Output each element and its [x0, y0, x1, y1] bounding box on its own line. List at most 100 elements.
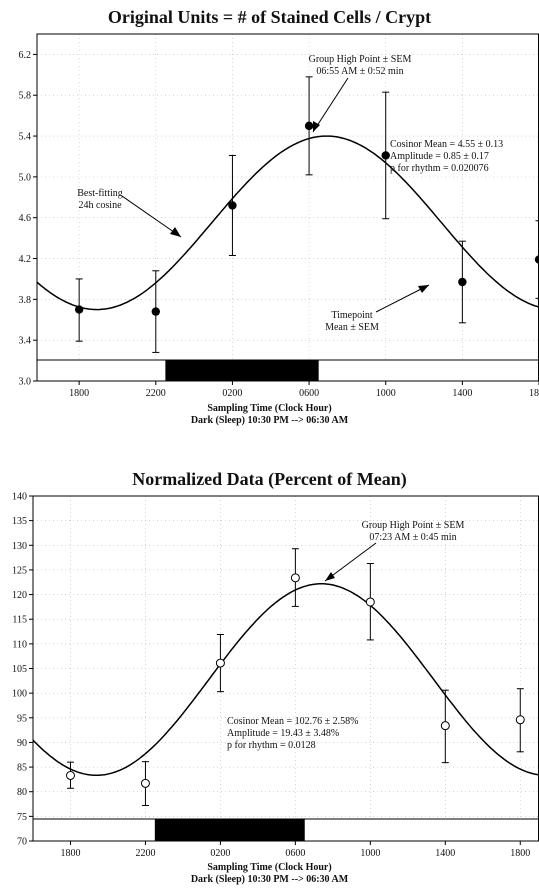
cosine-fit-curve [32, 583, 539, 777]
y-tick-label: 5.0 [19, 172, 32, 183]
point-marker [534, 255, 539, 264]
x-tick-label: 2200 [146, 388, 166, 399]
annotation-high-point-label: Group High Point ± SEM [362, 520, 465, 531]
y-tick-label: 5.8 [19, 91, 32, 102]
chart-panel-bottom: Normalized Data (Percent of Mean) Group … [0, 448, 539, 889]
annotation-arrowhead [170, 227, 181, 237]
point-marker [151, 307, 160, 316]
annotation-high-point-time: 06:55 AM ± 0:52 min [316, 66, 403, 77]
data-point [140, 761, 150, 807]
y-tick-label: 4.6 [19, 213, 32, 224]
x-tick-label: 1800 [529, 388, 539, 399]
point-marker [65, 770, 75, 780]
x-axis-label: Sampling Time (Clock Hour) [207, 403, 332, 414]
point-marker [440, 721, 450, 731]
data-point [515, 688, 525, 753]
annotation-amplitude: Amplitude = 0.85 ± 0.17 [390, 151, 489, 162]
point-marker [515, 715, 525, 725]
x-tick-label: 1800 [510, 848, 530, 859]
x-tick-label: 0600 [299, 388, 319, 399]
y-tick-label: 105 [12, 664, 27, 675]
point-marker [290, 573, 300, 583]
data-point [74, 278, 84, 342]
dark-period-label: Dark (Sleep) 10:30 PM --> 06:30 AM [190, 874, 349, 885]
x-tick-label: 1000 [376, 388, 396, 399]
data-point [365, 563, 375, 641]
chart-title: Original Units = # of Stained Cells / Cr… [107, 7, 432, 27]
annotation-arrowhead [418, 285, 429, 293]
annotation-fit-label-1: Best-fitting [77, 188, 123, 199]
annotation-arrow [324, 542, 377, 582]
y-tick-label: 90 [17, 738, 27, 749]
x-tick-label: 0600 [285, 848, 305, 859]
y-tick-label: 80 [17, 787, 27, 798]
x-tick-label: 1800 [60, 848, 80, 859]
point-marker [228, 201, 237, 210]
annotation-high-point-label: Group High Point ± SEM [309, 54, 412, 65]
y-tick-label: 110 [12, 639, 27, 650]
data-point [65, 761, 75, 789]
data-point [151, 270, 160, 353]
x-tick-label: 2200 [135, 848, 155, 859]
y-tick-label: 75 [17, 812, 27, 823]
annotation-p-value: p for rhythm = 0.020076 [390, 163, 489, 174]
dark-period-bar [154, 819, 305, 841]
y-tick-label: 115 [12, 615, 27, 626]
y-tick-label: 95 [17, 713, 27, 724]
x-tick-label: 1400 [435, 848, 455, 859]
chart-svg: Group High Point ± SEM 06:55 AM ± 0:52 m… [19, 33, 539, 399]
data-point [228, 154, 237, 256]
cosine-fit-curve [36, 135, 539, 311]
y-tick-label: 130 [12, 541, 27, 552]
chart-panel-top: Original Units = # of Stained Cells / Cr… [0, 0, 539, 440]
y-tick-label: 140 [12, 492, 27, 503]
y-tick-label: 3.0 [19, 377, 32, 388]
x-axis-label: Sampling Time (Clock Hour) [207, 862, 332, 873]
y-tick-label: 70 [17, 837, 27, 848]
point-marker [215, 658, 225, 668]
y-tick-label: 100 [12, 689, 27, 700]
x-tick-label: 1400 [452, 388, 472, 399]
y-tick-label: 120 [12, 590, 27, 601]
y-tick-label: 3.4 [19, 336, 32, 347]
x-tick-label: 0200 [210, 848, 230, 859]
annotation-timepoint-label-2: Mean ± SEM [325, 322, 379, 333]
point-marker [74, 305, 84, 314]
data-point [458, 240, 467, 324]
chart-title: Normalized Data (Percent of Mean) [132, 469, 407, 489]
point-marker [365, 597, 375, 607]
y-tick-label: 125 [12, 565, 27, 576]
annotation-cosinor-mean: Cosinor Mean = 102.76 ± 2.58% [227, 716, 358, 727]
point-marker [140, 778, 150, 788]
data-point [381, 91, 390, 220]
annotation-high-point-time: 07:23 AM ± 0:45 min [369, 532, 456, 543]
point-marker [304, 121, 314, 131]
point-marker [458, 277, 467, 287]
data-point [304, 76, 314, 176]
x-tick-label: 0200 [222, 388, 242, 399]
dark-period-bar [165, 360, 319, 381]
chart-svg: Group High Point ± SEM 07:23 AM ± 0:45 m… [12, 492, 539, 859]
y-tick-label: 85 [17, 763, 27, 774]
point-marker [381, 151, 390, 160]
annotation-arrowhead [313, 121, 320, 132]
x-tick-label: 1000 [360, 848, 380, 859]
annotation-cosinor-mean: Cosinor Mean = 4.55 ± 0.13 [390, 139, 503, 150]
annotation-amplitude: Amplitude = 19.43 ± 3.48% [227, 728, 339, 739]
annotation-timepoint-label-1: Timepoint [331, 310, 373, 321]
data-point [215, 633, 225, 693]
annotation-arrow [121, 195, 182, 238]
y-tick-label: 4.2 [19, 254, 32, 265]
y-tick-label: 5.4 [19, 132, 32, 143]
data-point [534, 220, 539, 299]
y-tick-label: 3.8 [19, 295, 32, 306]
annotation-arrowhead [325, 572, 335, 581]
y-tick-label: 6.2 [19, 50, 32, 61]
annotation-fit-label-2: 24h cosine [78, 200, 122, 211]
annotation-p-value: p for rhythm = 0.0128 [227, 740, 316, 751]
x-tick-label: 1800 [69, 388, 89, 399]
data-point [440, 689, 450, 764]
dark-period-label: Dark (Sleep) 10:30 PM --> 06:30 AM [190, 415, 349, 426]
data-point [290, 548, 300, 607]
annotation-arrow [312, 77, 349, 133]
